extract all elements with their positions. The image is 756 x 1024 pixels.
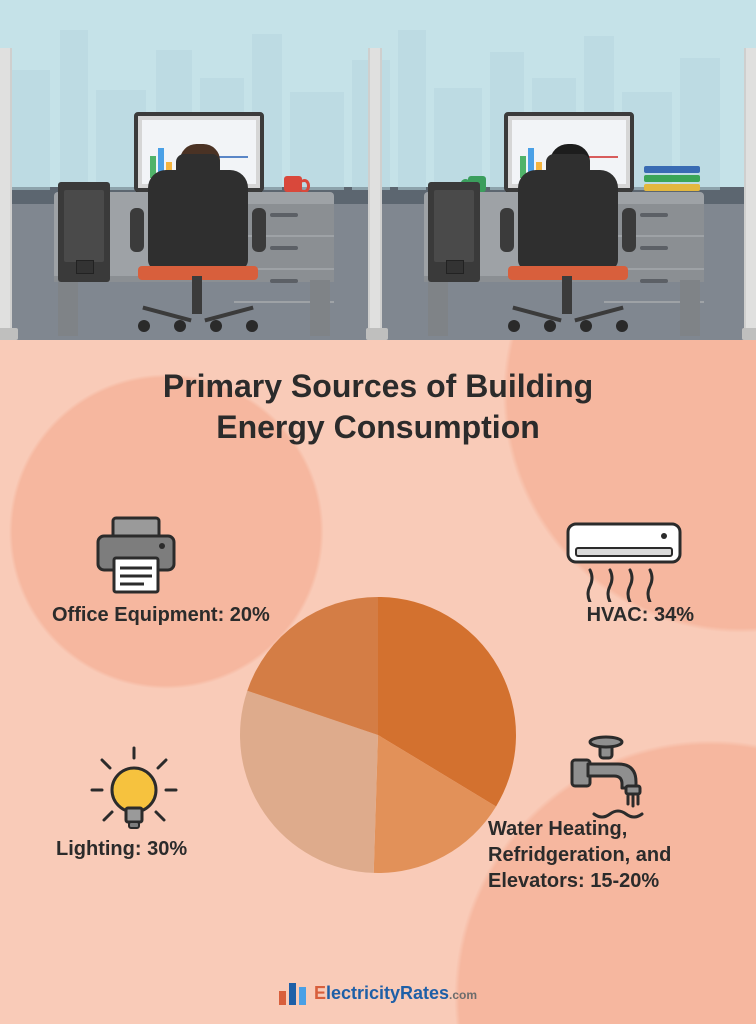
brand-name: lectricityRates bbox=[326, 983, 449, 1003]
printer-icon bbox=[90, 514, 182, 600]
pie-chart bbox=[233, 590, 523, 880]
hvac-icon bbox=[564, 520, 684, 602]
pc-tower-icon bbox=[58, 182, 110, 282]
partition-right bbox=[744, 48, 756, 328]
brand-footer: ElectricityRates.com bbox=[0, 981, 756, 1010]
office-chair-icon bbox=[128, 162, 268, 332]
label-hvac: HVAC: 34% bbox=[587, 602, 694, 628]
faucet-icon bbox=[564, 730, 656, 822]
partition-left bbox=[0, 48, 12, 328]
lightbulb-icon bbox=[88, 746, 180, 838]
brand-letter-e: E bbox=[314, 983, 326, 1003]
office-chair-icon bbox=[498, 162, 638, 332]
infographic-panel: Primary Sources of BuildingEnergy Consum… bbox=[0, 340, 756, 1024]
books-icon bbox=[644, 166, 700, 192]
logo-bars-icon bbox=[279, 981, 306, 1005]
workstation-2 bbox=[384, 40, 744, 340]
office-scene bbox=[0, 0, 756, 340]
brand-logo: ElectricityRates.com bbox=[279, 981, 477, 1005]
label-office-equipment: Office Equipment: 20% bbox=[52, 602, 270, 628]
workstation-1 bbox=[14, 40, 374, 340]
pc-tower-icon bbox=[428, 182, 480, 282]
brand-tld: .com bbox=[449, 988, 477, 1002]
chart-area: Office Equipment: 20% HVAC: 34% Lighting… bbox=[0, 520, 756, 950]
label-water: Water Heating, Refridgeration, and Eleva… bbox=[488, 816, 718, 894]
mug-icon bbox=[284, 176, 302, 192]
label-lighting: Lighting: 30% bbox=[56, 836, 187, 862]
page-title: Primary Sources of BuildingEnergy Consum… bbox=[0, 340, 756, 448]
